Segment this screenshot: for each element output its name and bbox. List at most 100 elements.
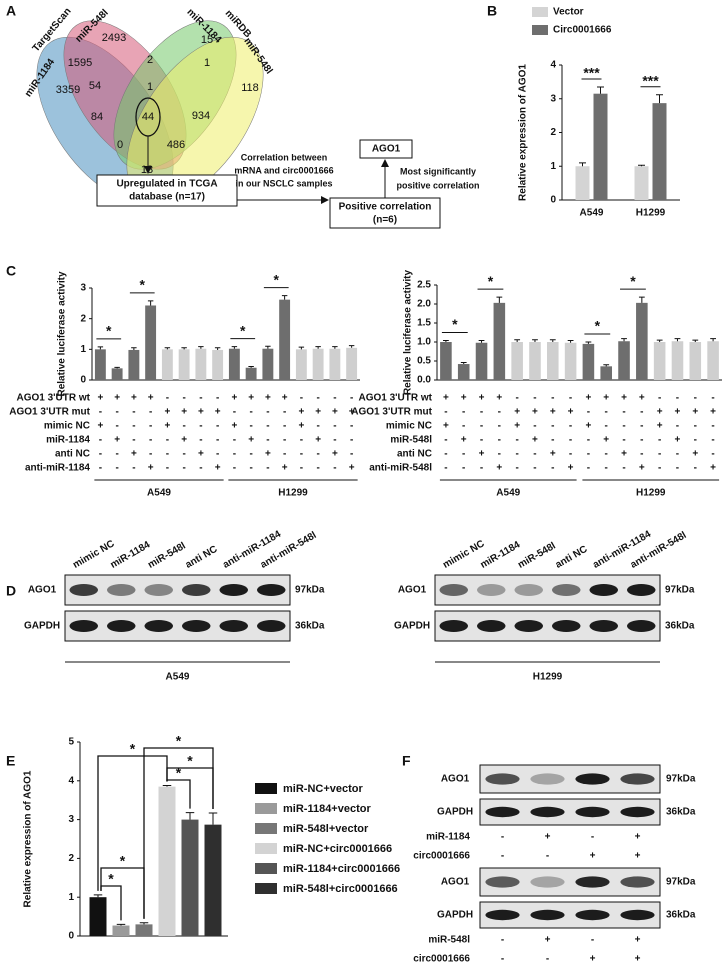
row-label: AGO1 (441, 877, 470, 888)
flow-box (329, 197, 441, 229)
band (627, 620, 656, 632)
size-label: 97kDa (666, 774, 696, 785)
venn-count: 54 (89, 80, 101, 92)
bar (128, 349, 140, 380)
band (530, 806, 565, 818)
condition-sign: + (114, 435, 120, 446)
condition-sign: - (316, 421, 319, 432)
condition-sign: - (216, 393, 219, 404)
group-label: H1299 (636, 488, 666, 499)
band (182, 584, 211, 596)
condition-sign: - (498, 449, 501, 460)
legend-swatch (255, 823, 277, 834)
error-bar (674, 338, 681, 342)
condition-sign: - (300, 393, 303, 404)
y-tick-label: 5 (68, 737, 74, 748)
legend-label: miR-1184+circ0001666 (283, 863, 400, 875)
condition-sign: + (603, 435, 609, 446)
significance: * (176, 733, 182, 749)
error-bar (348, 345, 355, 348)
error-bar (198, 346, 204, 349)
condition-sign: - (350, 421, 353, 432)
y-tick-label: 3 (550, 93, 556, 104)
condition-sign: + (248, 435, 254, 446)
y-tick-label: 1 (550, 161, 556, 172)
treatment-sign: + (545, 935, 551, 946)
bar (689, 342, 702, 380)
band (182, 620, 211, 632)
band (620, 773, 655, 785)
condition-sign: - (480, 435, 483, 446)
bar (457, 364, 470, 380)
treatment-sign: + (590, 954, 596, 965)
flow-text: mRNA and circ0001666 (234, 165, 333, 175)
condition-label: miR-1184 (46, 435, 90, 446)
condition-sign: - (132, 435, 135, 446)
bar (593, 93, 608, 200)
condition-sign: - (233, 435, 236, 446)
cell-label: A549 (166, 672, 190, 683)
band (589, 620, 618, 632)
condition-sign: - (166, 449, 169, 460)
band (439, 620, 468, 632)
condition-sign: - (149, 449, 152, 460)
bar (546, 342, 559, 380)
group-label: H1299 (278, 488, 308, 499)
condition-sign: + (479, 449, 485, 460)
y-axis-label: Relative luciferase activity (403, 270, 414, 396)
significance: * (130, 741, 136, 757)
condition-sign: - (333, 421, 336, 432)
cell-label: H1299 (533, 672, 563, 683)
condition-sign: + (496, 463, 502, 474)
row-label: GAPDH (437, 807, 473, 818)
significance: * (630, 273, 636, 289)
condition-sign: - (515, 449, 518, 460)
error-bar (585, 341, 592, 344)
condition-sign: + (131, 393, 137, 404)
condition-sign: - (533, 393, 536, 404)
band (530, 773, 565, 785)
condition-sign: + (215, 463, 221, 474)
condition-sign: - (658, 435, 661, 446)
significance: * (187, 753, 193, 769)
condition-sign: - (640, 435, 643, 446)
error-bar (231, 346, 238, 349)
condition-sign: - (622, 463, 625, 474)
error-bar (164, 347, 171, 350)
significance: * (274, 271, 280, 287)
y-tick-label: 0.5 (417, 356, 431, 367)
condition-sign: + (692, 407, 698, 418)
flow-box (96, 174, 238, 207)
flow-text: Upregulated in TCGA (116, 179, 217, 190)
error-bar (114, 366, 120, 369)
condition-sign: - (480, 421, 483, 432)
error-bar (93, 894, 103, 898)
band (107, 584, 136, 596)
condition-sign: + (148, 393, 154, 404)
legend-label: Circ0001666 (553, 25, 612, 36)
condition-sign: + (568, 407, 574, 418)
condition-sign: - (115, 407, 118, 418)
condition-sign: + (181, 435, 187, 446)
band (219, 620, 248, 632)
band (485, 876, 520, 888)
condition-sign: - (694, 421, 697, 432)
y-tick-label: 4 (550, 60, 556, 71)
venn-count: 118 (241, 82, 259, 94)
x-tick-label: A549 (580, 208, 604, 219)
condition-sign: - (533, 449, 536, 460)
bar (575, 166, 590, 200)
size-label: 36kDa (666, 807, 696, 818)
condition-sign: - (216, 435, 219, 446)
condition-sign: + (164, 421, 170, 432)
legend-label: Vector (553, 7, 584, 18)
condition-sign: - (166, 435, 169, 446)
condition-sign: - (569, 449, 572, 460)
condition-sign: - (605, 407, 608, 418)
significance: * (120, 853, 126, 869)
band (575, 806, 610, 818)
legend-label: miR-NC+vector (283, 783, 363, 795)
condition-sign: + (282, 393, 288, 404)
legend-swatch (532, 7, 548, 17)
